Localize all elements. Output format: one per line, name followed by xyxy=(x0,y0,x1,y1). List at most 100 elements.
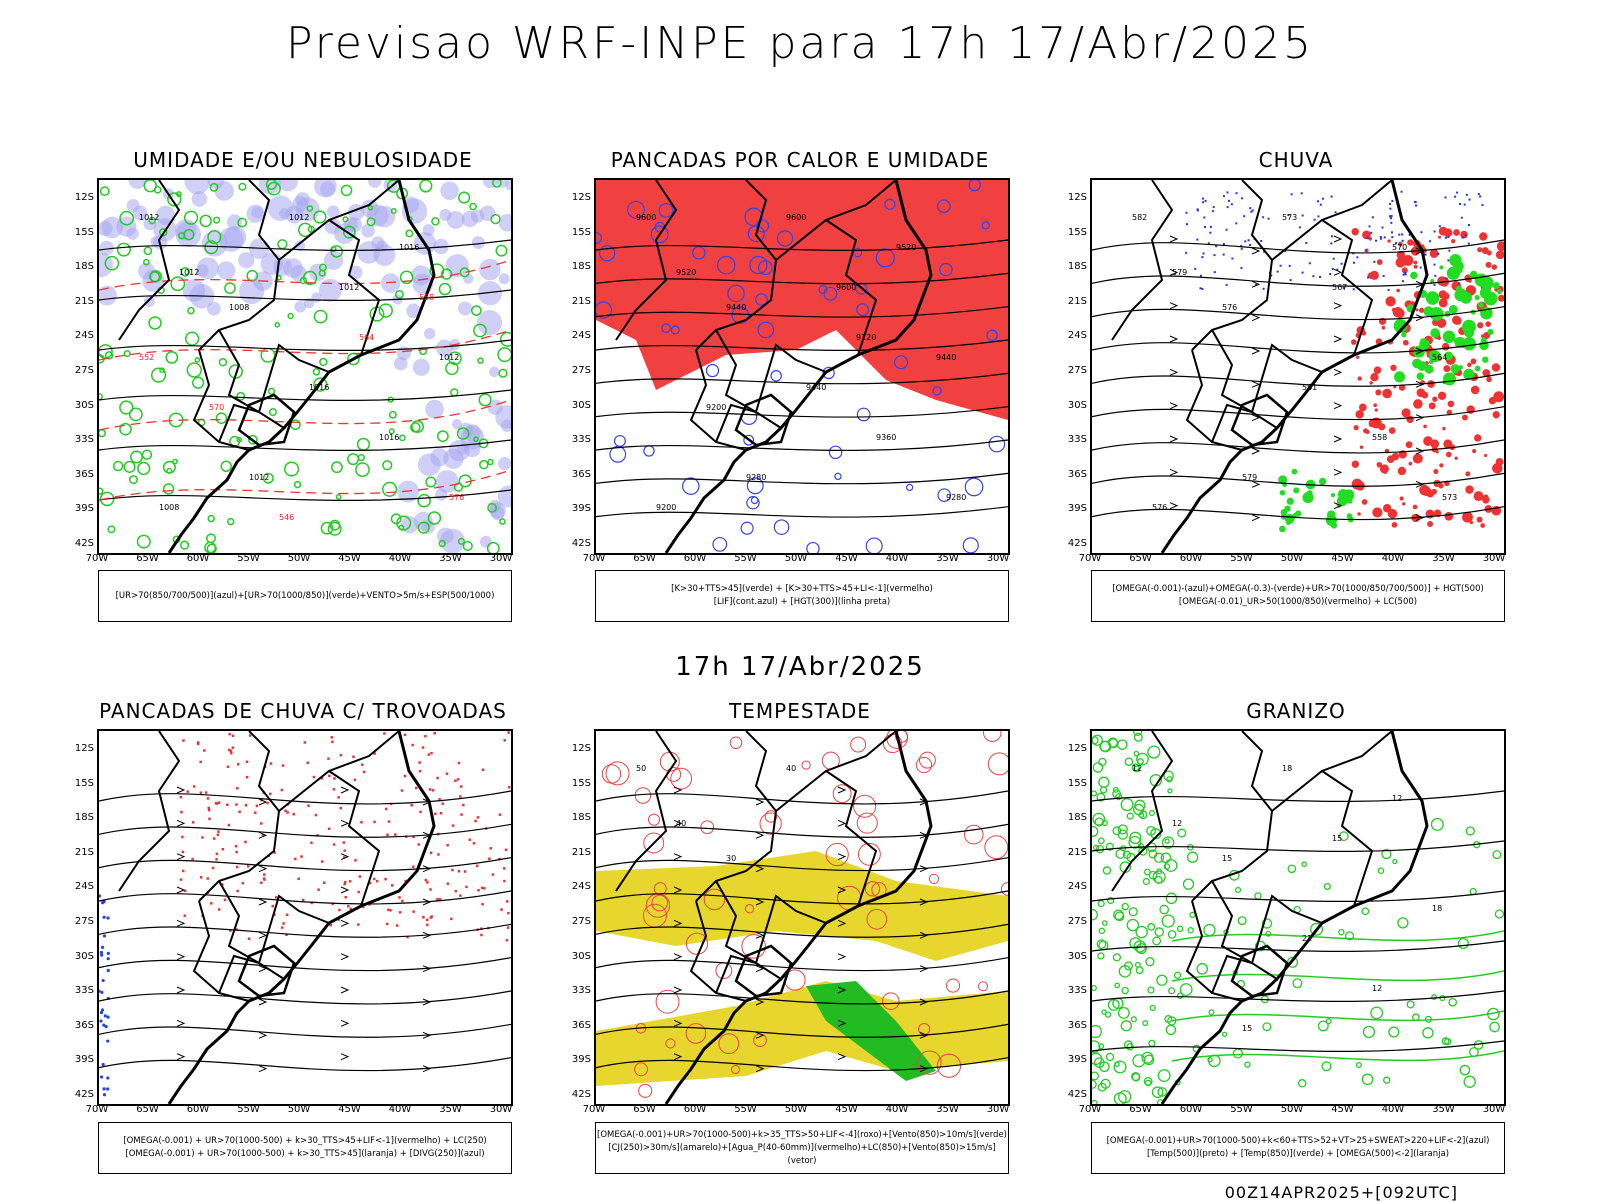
longitude-tick: 45W xyxy=(1331,553,1354,564)
contour-label: 1012 xyxy=(439,353,459,362)
latitude-tick: 24S xyxy=(1067,881,1087,893)
latitude-tick: 39S xyxy=(571,503,591,515)
contour-label: 564 xyxy=(359,333,374,342)
contour-label: 9360 xyxy=(876,433,896,442)
legend-line: [UR>70(850/700/500)](azul)+[UR>70(1000/8… xyxy=(115,590,495,601)
panel-legend: [OMEGA(-0.001)+UR>70(1000-500)+k<60+TTS>… xyxy=(1091,1122,1505,1174)
contour-label: 9280 xyxy=(746,473,766,482)
longitude-tick: 30W xyxy=(986,553,1010,564)
latitude-tick: 15S xyxy=(1067,226,1087,238)
longitude-tick: 35W xyxy=(936,553,959,564)
contour-label: 9600 xyxy=(786,213,806,222)
contour-label: 1016 xyxy=(309,383,329,392)
contour-label: 579 xyxy=(1242,473,1257,482)
latitude-tick: 27S xyxy=(1067,365,1087,376)
contour-label: 1008 xyxy=(229,303,249,312)
longitude-tick: 65W xyxy=(136,553,159,564)
contour-label: 40 xyxy=(676,819,686,828)
latitude-tick: 36S xyxy=(1067,1019,1087,1031)
longitude-tick: 60W xyxy=(683,1104,707,1115)
contour-label: 9600 xyxy=(836,283,856,292)
latitude-tick: 15S xyxy=(571,226,591,238)
longitude-tick: 35W xyxy=(936,1104,959,1115)
panel-legend: [OMEGA(-0.001) + UR>70(1000-500) + k>30_… xyxy=(98,1122,512,1174)
longitude-tick: 30W xyxy=(1482,553,1506,564)
longitude-tick: 40W xyxy=(1381,1104,1405,1115)
longitude-tick: 35W xyxy=(439,1104,462,1115)
latitude-tick: 15S xyxy=(1067,777,1087,789)
longitude-tick: 40W xyxy=(388,1104,412,1115)
legend-line: [OMEGA(-0.001)-(azul)+OMEGA(-0.3)-(verde… xyxy=(1112,584,1484,594)
contour-label: 30 xyxy=(726,854,736,863)
panel-title: GRANIZO xyxy=(1246,699,1346,723)
longitude-tick: 65W xyxy=(633,553,656,564)
longitude-tick: 35W xyxy=(1432,553,1455,564)
contour-label: 12 xyxy=(1132,764,1142,773)
contour-label: 21 xyxy=(1302,934,1312,943)
longitude-tick: 55W xyxy=(237,1104,260,1115)
longitude-tick: 30W xyxy=(1482,1104,1506,1115)
contour-label: 1012 xyxy=(179,268,199,277)
latitude-tick: 36S xyxy=(1067,468,1087,480)
latitude-tick: 27S xyxy=(571,365,591,376)
map-area: 50 40 30 40 xyxy=(594,729,1010,1106)
longitude-tick: 35W xyxy=(439,553,462,564)
contour-label: 1012 xyxy=(339,283,359,292)
longitude-tick: 50W xyxy=(784,553,808,564)
latitude-tick: 30S xyxy=(1067,950,1087,962)
contour-label: 546 xyxy=(279,513,294,522)
panel-legend: [K>30+TTS>45](verde) + [K>30+TTS>45+LI<-… xyxy=(595,570,1009,622)
longitude-tick: 60W xyxy=(186,1104,210,1115)
latitude-tick: 24S xyxy=(571,881,591,893)
latitude-tick: 33S xyxy=(1067,434,1087,446)
latitude-tick: 21S xyxy=(1067,846,1087,858)
contour-label: 40 xyxy=(786,764,796,773)
contour-label: 9120 xyxy=(856,333,876,342)
contour-label: 9440 xyxy=(936,353,956,362)
contour-label: 1012 xyxy=(249,473,269,482)
latitude-tick: 33S xyxy=(571,985,591,997)
legend-line: [Temp(500)](preto) + [Temp(850)](verde) … xyxy=(1146,1149,1450,1159)
contour-label: 561 xyxy=(1302,383,1317,392)
contour-label: 15 xyxy=(1332,834,1342,843)
contour-label: 9440 xyxy=(806,383,826,392)
bottom-row-title: 17h 17/Abr/2025 xyxy=(675,652,925,682)
latitude-tick: 24S xyxy=(571,330,591,342)
latitude-tick: 30S xyxy=(1067,399,1087,411)
map-area: 1012 1012 1008 1012 1016 1012 1012 1016 1016 1012… xyxy=(97,178,513,555)
contour-label: 15 xyxy=(1242,1024,1252,1033)
longitude-tick: 45W xyxy=(1331,1104,1354,1115)
longitude-tick: 55W xyxy=(1230,1104,1253,1115)
legend-line: [OMEGA(-0.001) + UR>70(1000-500) + k>30_… xyxy=(125,1149,485,1159)
latitude-tick: 33S xyxy=(1067,985,1087,997)
legend-line: [OMEGA(-0.001)+UR>70(1000-500)+k>35_TTS>… xyxy=(597,1129,1007,1140)
latitude-tick: 21S xyxy=(571,295,591,307)
latitude-tick: 18S xyxy=(571,261,591,273)
panel-title: PANCADAS DE CHUVA C/ TROVOADAS xyxy=(99,699,507,723)
latitude-tick: 42S xyxy=(1067,1089,1087,1100)
contour-label: 18 xyxy=(1432,904,1442,913)
longitude-tick: 45W xyxy=(338,1104,361,1115)
longitude-tick: 40W xyxy=(1381,553,1405,564)
contour-label: 576 xyxy=(1222,303,1237,312)
contour-label: 570 xyxy=(1392,243,1407,252)
longitude-tick: 50W xyxy=(1280,1104,1304,1115)
panel-title: CHUVA xyxy=(1258,148,1334,172)
latitude-tick: 12S xyxy=(571,743,591,754)
panel-title: UMIDADE E/OU NEBULOSIDADE xyxy=(133,148,473,172)
latitude-tick: 36S xyxy=(571,468,591,480)
latitude-tick: 21S xyxy=(1067,295,1087,307)
panel-legend: [UR>70(850/700/500)](azul)+[UR>70(1000/8… xyxy=(98,570,512,622)
contour-label: 9600 xyxy=(636,213,656,222)
longitude-tick: 60W xyxy=(186,553,210,564)
contour-label: 1008 xyxy=(159,503,179,512)
longitude-tick: 70W xyxy=(582,1104,606,1115)
contour-label: 1012 xyxy=(139,213,159,222)
latitude-tick: 30S xyxy=(571,399,591,411)
contour-label: 576 xyxy=(449,493,464,502)
longitude-tick: 60W xyxy=(1179,1104,1203,1115)
latitude-tick: 30S xyxy=(74,950,94,962)
legend-line: [OMEGA(-0.01)_UR>50(1000/850)(vermelho) … xyxy=(1178,597,1418,607)
longitude-tick: 50W xyxy=(784,1104,808,1115)
latitude-tick: 33S xyxy=(74,434,94,446)
